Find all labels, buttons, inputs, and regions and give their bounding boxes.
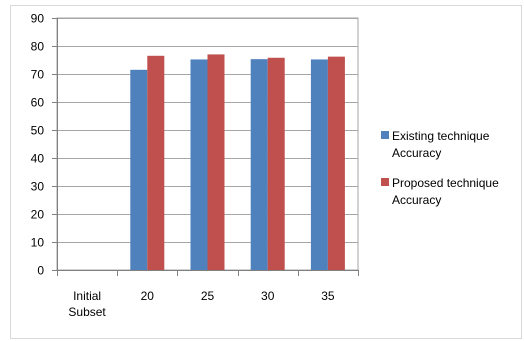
bar-series-2	[267, 57, 285, 271]
bar-series-1	[250, 59, 268, 270]
legend-swatch-2	[381, 178, 389, 186]
x-tick-label: 25	[201, 289, 215, 303]
bar-series-2	[147, 55, 165, 270]
y-tick-label: 40	[31, 152, 45, 166]
y-tick-label: 90	[31, 12, 45, 26]
y-tick-label: 10	[31, 236, 45, 250]
bar-series-2	[207, 54, 225, 271]
y-tick-label: 0	[37, 264, 44, 278]
legend-swatch-1	[381, 131, 389, 139]
y-tick-label: 30	[31, 180, 45, 194]
bar-series-1	[310, 59, 328, 270]
y-tick-label: 70	[31, 68, 45, 82]
x-tick-label: Initial	[73, 289, 101, 303]
x-tick-label: 30	[261, 289, 275, 303]
y-tick-label: 20	[31, 208, 45, 222]
x-tick-label: 35	[321, 289, 335, 303]
legend-label-2: Accuracy	[392, 193, 441, 207]
x-tick-label: Subset	[68, 305, 106, 319]
bar-series-1	[130, 69, 148, 270]
x-tick-label: 20	[141, 289, 155, 303]
y-tick-label: 50	[31, 124, 45, 138]
y-tick-label: 80	[31, 40, 45, 54]
y-tick-label: 60	[31, 96, 45, 110]
bar-series-1	[190, 59, 208, 270]
legend-label-1: Accuracy	[392, 146, 441, 160]
legend-label-2: Proposed technique	[392, 176, 499, 190]
legend-label-1: Existing technique	[392, 129, 490, 143]
bar-series-2	[327, 56, 345, 270]
